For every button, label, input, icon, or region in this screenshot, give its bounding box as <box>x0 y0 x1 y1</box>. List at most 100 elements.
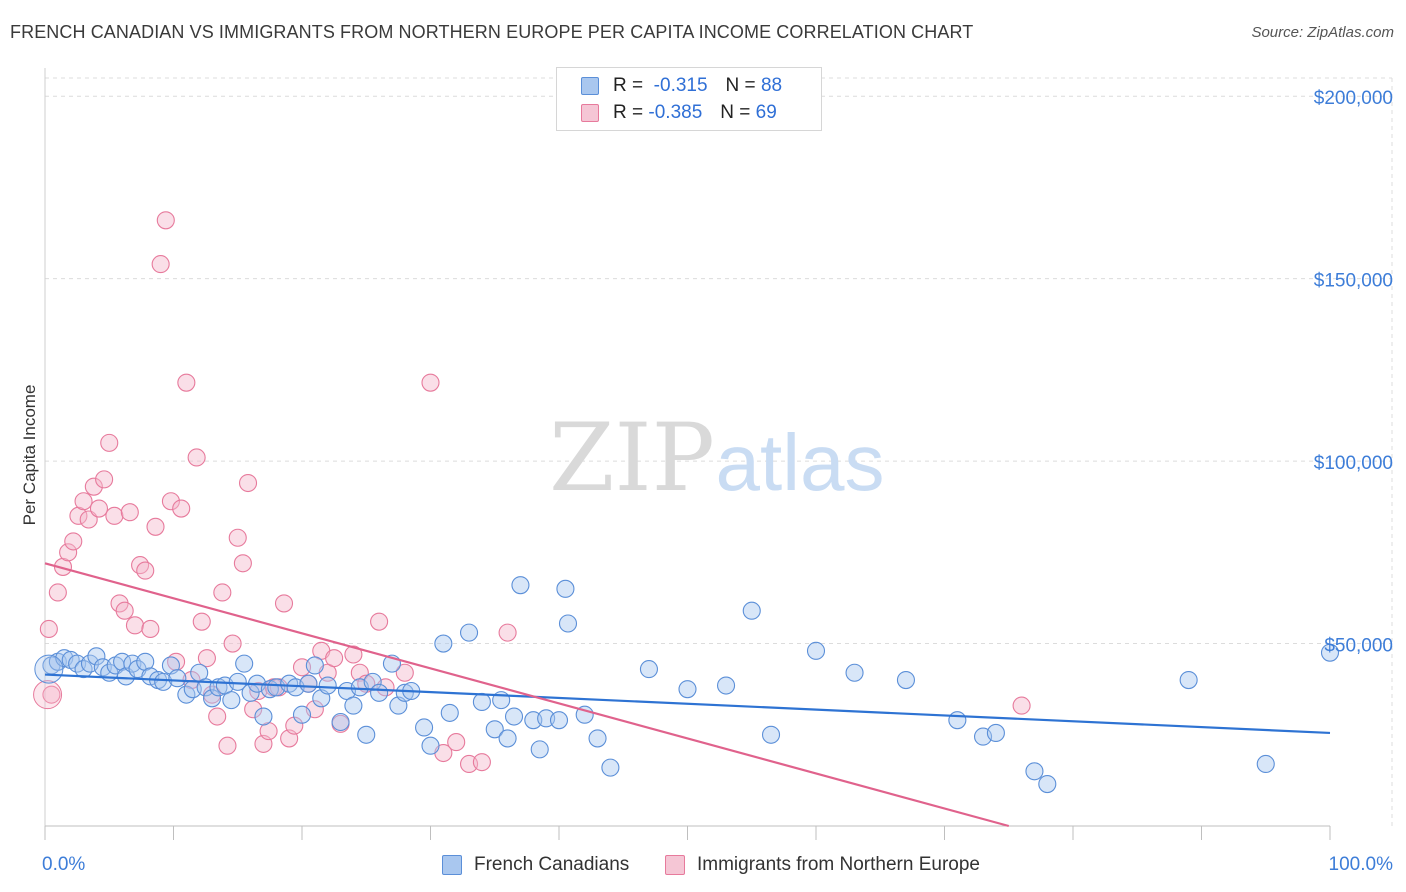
point-french-canadians <box>1179 670 1198 690</box>
x-tick-label: 0.0% <box>42 854 85 875</box>
legend-r-label: R = <box>613 75 644 96</box>
point-french-canadians <box>742 601 761 620</box>
point-french-canadians <box>601 758 620 777</box>
point-french-canadians <box>549 711 569 730</box>
point-immigrants-northern-europe <box>141 619 160 639</box>
stats-legend: R = -0.315 N = 88 R = -0.385 N = 69 <box>556 67 822 131</box>
point-french-canadians <box>395 683 414 702</box>
point-immigrants-northern-europe <box>146 517 165 536</box>
point-immigrants-northern-europe <box>120 503 139 522</box>
point-french-canadians <box>1025 762 1044 781</box>
bottom-legend-swatch-blue <box>442 855 462 875</box>
point-immigrants-northern-europe <box>33 680 63 710</box>
point-immigrants-northern-europe <box>125 616 144 635</box>
bottom-legend-label-blue: French Canadians <box>474 854 630 875</box>
point-french-canadians <box>254 707 273 726</box>
point-immigrants-northern-europe <box>156 211 175 230</box>
legend-swatch-blue <box>581 77 599 95</box>
legend-r-value-blue: -0.315 <box>653 75 708 96</box>
y-tick-label: $100,000 <box>1314 453 1393 474</box>
point-french-canadians <box>845 663 864 682</box>
point-immigrants-northern-europe <box>100 433 119 452</box>
point-french-canadians <box>716 676 736 695</box>
series-immigrants-northern-europe <box>33 211 1031 774</box>
point-immigrants-northern-europe <box>115 601 134 620</box>
point-french-canadians <box>318 676 337 695</box>
point-immigrants-northern-europe <box>233 554 252 573</box>
point-immigrants-northern-europe <box>187 448 206 467</box>
point-french-canadians <box>1256 754 1275 774</box>
y-tick-label: $200,000 <box>1314 88 1393 109</box>
point-immigrants-northern-europe <box>105 506 124 525</box>
y-tick-label: $150,000 <box>1314 271 1393 292</box>
point-immigrants-northern-europe <box>223 634 242 653</box>
bottom-legend-blue: French Canadians <box>442 852 629 878</box>
point-french-canadians <box>235 654 254 673</box>
point-french-canadians <box>222 691 241 710</box>
legend-n-label: N = <box>720 102 751 123</box>
point-french-canadians <box>154 672 173 691</box>
point-immigrants-northern-europe <box>136 561 155 580</box>
point-immigrants-northern-europe <box>370 612 389 631</box>
point-french-canadians <box>986 723 1005 743</box>
chart-title: FRENCH CANADIAN VS IMMIGRANTS FROM NORTH… <box>10 22 974 42</box>
point-french-canadians <box>331 712 350 732</box>
point-french-canadians <box>1320 643 1340 662</box>
point-french-canadians <box>305 656 324 675</box>
point-immigrants-northern-europe <box>249 681 268 701</box>
point-immigrants-northern-europe <box>177 373 196 392</box>
point-immigrants-northern-europe <box>421 373 440 392</box>
legend-r-value-pink: -0.385 <box>648 102 703 123</box>
bottom-legend-label-pink: Immigrants from Northern Europe <box>697 854 980 875</box>
legend-n-label: N = <box>725 75 756 96</box>
point-french-canadians <box>168 669 187 688</box>
point-immigrants-northern-europe <box>89 499 109 518</box>
y-tick-labels: $50,000 $100,000 $150,000 $200,000 <box>1314 88 1393 656</box>
point-immigrants-northern-europe <box>498 623 517 642</box>
point-french-canadians <box>344 696 363 715</box>
point-immigrants-northern-europe <box>228 528 247 547</box>
point-french-canadians <box>1038 774 1057 794</box>
point-french-canadians <box>299 674 318 693</box>
point-french-canadians <box>498 729 517 748</box>
x-tick-label: 100.0% <box>1329 854 1394 875</box>
point-immigrants-northern-europe <box>274 594 294 613</box>
point-immigrants-northern-europe <box>74 492 93 511</box>
point-french-canadians <box>806 641 826 660</box>
y-tick-label: $50,000 <box>1324 636 1393 657</box>
point-french-canadians <box>511 576 530 595</box>
point-french-canadians <box>434 634 453 653</box>
trend-line-immigrants-northern-europe <box>44 562 1010 828</box>
point-french-canadians <box>415 718 434 737</box>
legend-n-value-pink: 69 <box>755 102 777 123</box>
legend-n-value-blue: 88 <box>760 75 783 96</box>
point-french-canadians <box>292 705 312 724</box>
point-immigrants-northern-europe <box>395 663 414 682</box>
point-french-canadians <box>459 623 479 642</box>
point-immigrants-northern-europe <box>131 556 150 575</box>
point-french-canadians <box>556 579 575 598</box>
point-immigrants-northern-europe <box>344 645 363 664</box>
point-immigrants-northern-europe <box>218 736 237 755</box>
legend-r-label: R = <box>613 102 644 123</box>
point-immigrants-northern-europe <box>197 649 216 668</box>
point-immigrants-northern-europe <box>213 583 232 602</box>
point-immigrants-northern-europe <box>192 612 211 631</box>
trend-lines <box>44 562 1331 828</box>
point-french-canadians <box>896 670 916 690</box>
point-french-canadians <box>558 614 578 633</box>
point-immigrants-northern-europe <box>84 477 103 496</box>
point-immigrants-northern-europe <box>151 255 170 274</box>
point-french-canadians <box>761 725 781 744</box>
point-french-canadians <box>421 736 440 755</box>
point-immigrants-northern-europe <box>64 532 83 551</box>
point-french-canadians <box>588 729 607 748</box>
point-french-canadians <box>472 692 491 711</box>
point-immigrants-northern-europe <box>208 707 227 726</box>
point-immigrants-northern-europe <box>238 473 258 493</box>
point-french-canadians <box>203 689 222 708</box>
point-french-canadians <box>440 703 459 722</box>
point-immigrants-northern-europe <box>42 685 61 704</box>
point-french-canadians <box>485 720 504 739</box>
